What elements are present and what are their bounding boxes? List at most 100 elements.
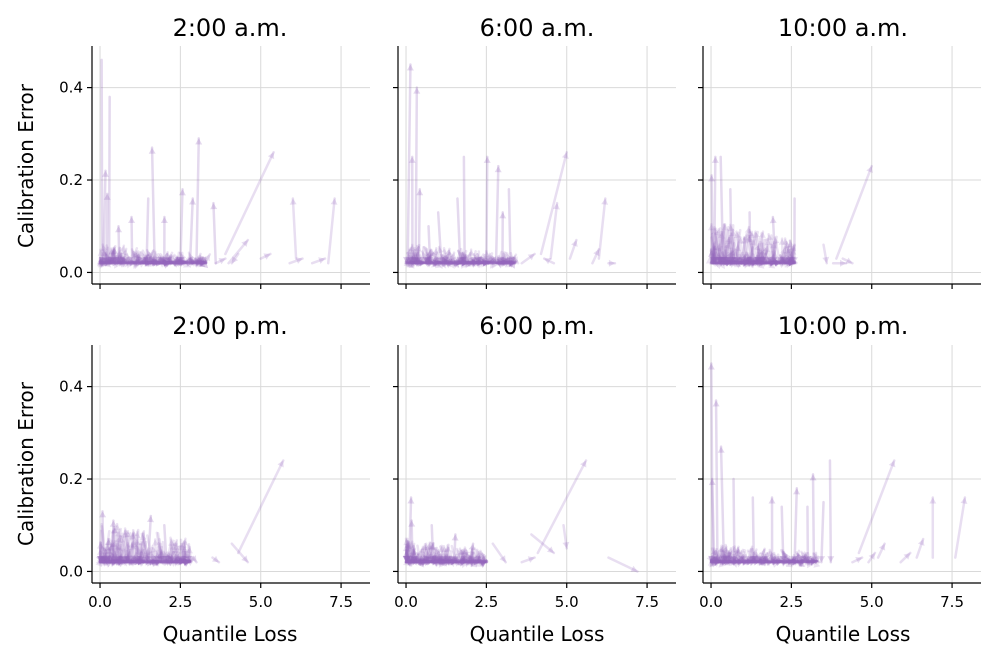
arrow-segment xyxy=(125,532,132,564)
y-axis-label-bottom: Calibration Error xyxy=(14,381,38,546)
arrow-segment xyxy=(188,197,195,265)
arrow-segment xyxy=(119,252,126,265)
arrow-segment xyxy=(115,246,121,265)
arrow-head xyxy=(167,258,174,266)
arrow-head xyxy=(728,257,736,264)
arrow-head xyxy=(109,256,117,264)
arrow-segment xyxy=(771,215,777,265)
arrow-segment xyxy=(778,261,795,265)
arrow-head xyxy=(112,259,119,267)
arrow-head xyxy=(99,261,106,269)
arrow-head xyxy=(100,555,108,563)
arrow-head xyxy=(109,560,117,567)
arrow-head xyxy=(149,552,157,560)
arrow-segment xyxy=(504,260,512,265)
arrow-segment xyxy=(427,248,433,265)
arrow-head xyxy=(747,259,754,267)
arrow-segment xyxy=(175,550,181,564)
arrow-segment xyxy=(107,559,120,564)
arrow-segment xyxy=(738,260,751,265)
arrow-head xyxy=(714,244,721,252)
arrow-segment xyxy=(717,252,724,265)
arrow-head xyxy=(151,558,158,566)
arrow-head xyxy=(182,555,189,563)
arrow-head xyxy=(509,259,516,267)
arrow-head xyxy=(101,555,109,563)
arrow-segment xyxy=(125,549,132,564)
arrow-segment xyxy=(731,255,737,265)
arrow-head xyxy=(748,259,755,267)
arrow-head xyxy=(776,256,784,264)
arrow-segment xyxy=(769,259,777,265)
arrow-segment xyxy=(715,260,729,265)
arrow-segment xyxy=(472,557,477,564)
arrow-segment xyxy=(404,549,409,564)
arrow-head xyxy=(485,253,492,261)
arrow-segment xyxy=(756,246,765,265)
arrow-segment xyxy=(100,260,106,265)
arrow-head xyxy=(137,558,144,566)
arrow-segment xyxy=(169,558,175,564)
arrow-head xyxy=(456,257,464,264)
arrow-head xyxy=(411,256,419,264)
arrow-segment xyxy=(99,248,104,265)
arrow-head xyxy=(158,555,166,563)
arrow-segment xyxy=(755,260,761,265)
arrow-head xyxy=(116,558,123,566)
arrow-segment xyxy=(411,258,419,265)
arrow-head xyxy=(137,258,145,266)
arrow-segment xyxy=(445,261,454,265)
arrow-head xyxy=(756,258,763,266)
arrow-head xyxy=(112,557,120,564)
arrow-segment xyxy=(414,260,423,265)
arrow-head xyxy=(443,253,450,260)
arrow-head xyxy=(178,259,185,267)
arrow-head xyxy=(725,258,732,266)
x-tick-label: 5.0 xyxy=(860,593,884,611)
arrow-segment xyxy=(224,151,275,256)
arrow-segment xyxy=(424,545,432,564)
arrow-head xyxy=(507,258,514,265)
arrow-head xyxy=(453,557,461,565)
arrow-head xyxy=(778,256,785,264)
arrow-head xyxy=(128,558,136,565)
arrow-segment xyxy=(760,249,769,265)
arrow-head xyxy=(406,247,414,255)
arrow-segment xyxy=(181,260,187,265)
arrow-segment xyxy=(760,260,778,265)
arrow-segment xyxy=(455,552,461,564)
arrow-segment xyxy=(101,169,107,265)
arrow-head xyxy=(740,258,748,266)
arrow-head xyxy=(440,555,447,563)
arrow-segment xyxy=(103,555,111,564)
arrow-head xyxy=(735,260,743,267)
arrow-head xyxy=(755,258,762,266)
arrow-head xyxy=(114,558,122,566)
arrow-head xyxy=(150,558,157,566)
arrow-head xyxy=(710,256,718,264)
arrow-head xyxy=(165,256,173,264)
arrow-head xyxy=(153,560,161,567)
arrow-segment xyxy=(167,253,176,265)
arrow-head xyxy=(111,558,118,565)
arrow-head xyxy=(196,259,203,267)
arrow-segment xyxy=(414,243,421,265)
arrow-head xyxy=(132,260,139,268)
arrow-head xyxy=(787,255,794,263)
arrow-head xyxy=(408,253,416,261)
arrow-segment xyxy=(763,256,769,265)
arrow-head xyxy=(467,259,474,267)
arrow-head xyxy=(428,259,435,267)
arrow-head xyxy=(480,256,487,264)
arrow-segment xyxy=(117,555,123,564)
arrow-segment xyxy=(773,236,782,265)
arrow-head xyxy=(788,256,796,264)
arrow-head xyxy=(105,259,113,266)
arrow-segment xyxy=(437,260,442,265)
arrow-segment xyxy=(722,230,729,265)
arrow-head xyxy=(421,256,428,264)
arrow-head xyxy=(403,550,410,557)
arrow-segment xyxy=(236,459,285,555)
arrow-segment xyxy=(735,230,742,265)
arrow-segment xyxy=(132,559,138,564)
